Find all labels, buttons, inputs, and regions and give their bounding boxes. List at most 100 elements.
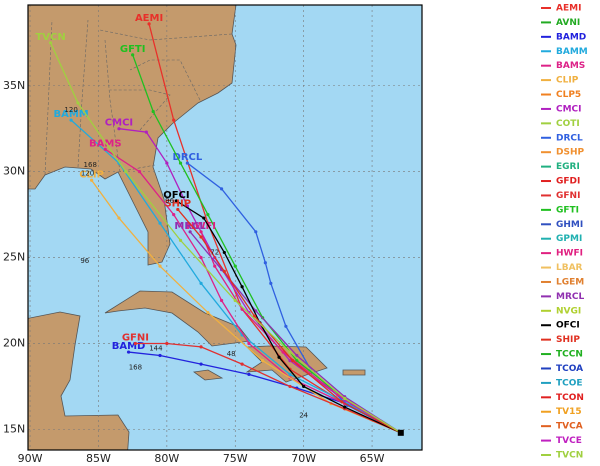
track-point [131,53,135,57]
track-point [188,230,192,234]
track-label: BAMM [53,109,88,120]
track-label: CLIP [79,169,104,180]
track-label: SHIP [164,198,191,209]
x-tick-label: 75W [223,452,248,465]
model-track [49,42,402,434]
hour-label: 168 [129,364,142,372]
track-label: OFCI [163,190,189,201]
legend-label: GHMI [556,220,583,230]
track-point [76,101,80,105]
storm-position [397,429,404,436]
graticule [28,5,422,450]
track-point [48,41,53,45]
track-point [206,213,210,217]
track-point [240,285,244,289]
track-point [165,161,169,165]
track-label: AEMI [135,13,163,24]
track-point [213,264,217,268]
hour-label: 120 [81,169,94,177]
track-point [174,199,179,203]
track-point [252,314,257,318]
track-label: CMCI [105,118,133,129]
model-track [189,231,402,434]
legend-label: BAMM [556,47,588,57]
track-point [288,384,292,389]
legend-label: TCCN [556,350,583,360]
legend-label: TVCE [556,436,582,446]
track-label: GFNI [122,332,149,343]
legend-label: GFTI [556,205,579,215]
track-label: TVCN [35,32,65,43]
legend-label: TVCA [556,422,583,432]
track-point [247,372,251,377]
track-point [263,261,267,265]
track-point [199,345,203,349]
track-point [222,269,226,273]
hour-label: 24 [299,412,308,420]
track-point [172,213,176,217]
track-point [343,396,347,401]
track-point [137,170,142,174]
track-point [151,109,155,114]
legend-label: DRCL [556,133,583,143]
track-point [233,298,237,303]
track-point [302,384,306,389]
track-point [199,281,203,285]
track-point [240,362,244,366]
legend-label: MRCL [556,292,584,302]
track-point [185,161,189,165]
track-point [343,405,347,409]
y-tick-label: 15N [3,422,25,435]
land [28,5,366,450]
track-point [233,264,237,268]
track-point [117,216,121,220]
legend-label: LBAR [556,263,583,273]
x-tick-label: 80W [154,452,179,465]
x-tick-label: 70W [291,452,316,465]
track-point [176,207,180,212]
track-point [124,170,128,174]
legend-label: GFDI [556,177,580,187]
track-point [158,353,162,358]
y-tick-label: 35N [3,79,25,92]
legend-label: EGRI [556,162,580,172]
track-point [206,310,210,315]
legend-label: DSHP [556,148,584,158]
legend-label: BAMS [556,61,585,71]
track-label: BAMD [112,341,146,352]
track-point [133,341,137,346]
track-point [277,355,281,359]
track-point [254,230,258,234]
track-point [202,216,206,220]
track-point [336,393,340,397]
track-point [158,264,162,268]
legend-label: BAMD [556,32,586,42]
tracks: AEMI BAMD BAMM BAMS CLIP CMCI DRCL GFNI GFTI HWFI… [35,13,404,436]
x-tick-label: 90W [18,452,43,465]
hour-label: 96 [165,197,174,205]
track-point [261,359,265,363]
y-tick-label: 30N [3,165,25,178]
track-point [340,400,344,404]
track-point [158,221,162,225]
track-point [172,118,176,122]
track-point [178,161,183,165]
legend-label: AEMI [556,4,581,14]
legend-label: CLIP [556,76,579,86]
track-label: HWFI [186,221,216,232]
track-point [199,235,203,239]
legend-label: TCON [556,393,584,403]
legend-label: TVCN [556,451,583,461]
hour-label: 168 [84,161,97,169]
track-point [288,372,292,377]
track-point [295,353,299,358]
track-point [144,130,148,134]
track-point [178,238,183,242]
track-point [103,147,107,151]
track-point [199,255,203,260]
legend-label: COTI [556,119,580,129]
legend-label: CLP5 [556,90,581,100]
legend-label: TCOA [556,364,583,374]
hour-label: 48 [227,350,236,358]
